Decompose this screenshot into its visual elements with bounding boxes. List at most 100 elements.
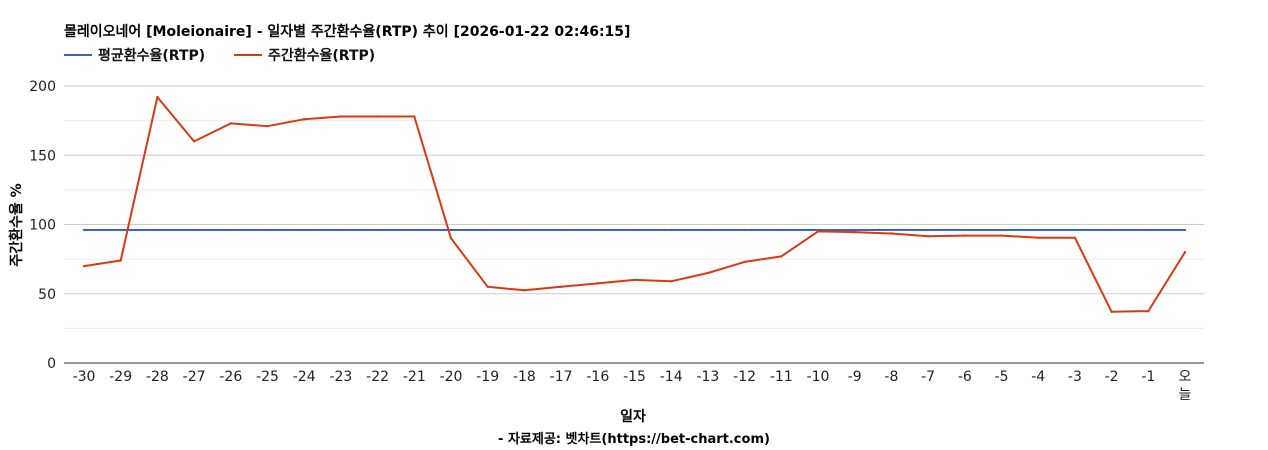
average-rtp-point bbox=[853, 228, 856, 232]
y-tick-label: 0 bbox=[47, 356, 56, 372]
average-rtp-point bbox=[486, 228, 489, 232]
average-rtp-point bbox=[1110, 228, 1113, 232]
weekly-rtp-point bbox=[1183, 251, 1187, 254]
x-tick-label: -25 bbox=[256, 369, 279, 385]
average-rtp-point bbox=[156, 228, 159, 232]
y-tick-label: 150 bbox=[29, 148, 56, 164]
average-rtp-point bbox=[670, 228, 673, 232]
average-rtp-point bbox=[633, 228, 636, 232]
average-rtp-point bbox=[890, 228, 893, 232]
legend-item-weekly-rtp[interactable]: 주간환수율(RTP) bbox=[234, 46, 375, 64]
weekly-rtp-point bbox=[523, 289, 526, 292]
x-tick-label: -10 bbox=[807, 369, 830, 385]
x-tick-label: -24 bbox=[293, 369, 316, 385]
average-rtp-point bbox=[376, 228, 379, 232]
x-tick-label: -28 bbox=[146, 369, 169, 385]
x-tick-label: -26 bbox=[219, 369, 242, 385]
weekly-rtp-point bbox=[963, 234, 966, 237]
x-tick-label: -21 bbox=[403, 369, 426, 385]
weekly-rtp-point bbox=[486, 285, 489, 289]
average-rtp-point bbox=[229, 228, 232, 232]
weekly-rtp-point bbox=[82, 264, 86, 268]
weekly-rtp-point bbox=[1037, 236, 1040, 239]
average-rtp-point bbox=[82, 228, 86, 232]
average-rtp-point bbox=[266, 228, 269, 232]
weekly-rtp-point bbox=[1110, 310, 1113, 313]
chart-title: 몰레이오네어 [Moleionaire] - 일자별 주간환수율(RTP) 추이… bbox=[64, 24, 631, 40]
x-tick-label: -9 bbox=[848, 369, 862, 385]
average-rtp-point bbox=[706, 228, 710, 232]
x-tick-label: -11 bbox=[770, 369, 793, 385]
x-tick-label: -13 bbox=[696, 369, 719, 385]
weekly-rtp-point bbox=[413, 115, 416, 118]
average-rtp-point bbox=[119, 228, 122, 232]
x-tick-label: -7 bbox=[921, 369, 935, 385]
x-tick-label: -3 bbox=[1068, 369, 1082, 385]
weekly-rtp-point bbox=[119, 259, 122, 262]
weekly-rtp-point bbox=[1073, 236, 1077, 239]
weekly-rtp-point bbox=[449, 237, 453, 240]
average-rtp-point bbox=[963, 228, 966, 232]
x-tick-label: -8 bbox=[884, 369, 898, 385]
weekly-rtp-point bbox=[890, 232, 893, 235]
x-axis-label: 일자 bbox=[620, 409, 646, 425]
weekly-rtp-point bbox=[596, 282, 599, 285]
average-rtp-point bbox=[559, 228, 563, 232]
average-rtp-point bbox=[596, 228, 599, 232]
y-axis-label: 주간환수율 % bbox=[9, 183, 25, 267]
x-tick-label: -12 bbox=[733, 369, 756, 385]
average-rtp-point bbox=[1000, 228, 1003, 232]
weekly-rtp-point bbox=[670, 280, 673, 283]
x-tick-label: -27 bbox=[183, 369, 206, 385]
weekly-rtp-point bbox=[743, 260, 746, 264]
weekly-rtp-point bbox=[156, 95, 159, 99]
x-tick-label: -16 bbox=[586, 369, 609, 385]
average-rtp-point bbox=[1037, 228, 1040, 232]
x-tick-label: -18 bbox=[513, 369, 536, 385]
weekly-rtp-point bbox=[229, 122, 232, 125]
average-rtp-point bbox=[303, 228, 306, 232]
x-tick-label: -2 bbox=[1105, 369, 1119, 385]
average-rtp-point bbox=[1073, 228, 1077, 232]
weekly-rtp-point bbox=[559, 285, 563, 289]
weekly-rtp-point bbox=[816, 230, 820, 233]
weekly-rtp-point bbox=[633, 278, 636, 282]
weekly-rtp-point bbox=[1000, 234, 1003, 237]
x-tick-label: -4 bbox=[1031, 369, 1045, 385]
source-credit: - 자료제공: 벳차트(https://bet-chart.com) bbox=[498, 432, 770, 447]
x-tick-label: -29 bbox=[109, 369, 132, 385]
y-tick-label: 50 bbox=[38, 287, 56, 303]
x-tick-label: -6 bbox=[958, 369, 972, 385]
average-rtp-point bbox=[192, 228, 196, 232]
weekly-rtp-point bbox=[192, 140, 196, 143]
average-rtp-point bbox=[1147, 228, 1150, 232]
x-tick-label: -20 bbox=[440, 369, 463, 385]
average-rtp-point bbox=[780, 228, 783, 232]
x-tick-label: -5 bbox=[995, 369, 1009, 385]
average-rtp-point bbox=[339, 228, 343, 232]
weekly-rtp-point bbox=[339, 115, 343, 118]
average-rtp-point bbox=[523, 228, 526, 232]
weekly-rtp-point bbox=[266, 124, 269, 128]
weekly-rtp-point bbox=[706, 271, 710, 275]
average-rtp-point bbox=[413, 228, 416, 232]
y-tick-label: 100 bbox=[29, 218, 56, 234]
legend-item-average-rtp[interactable]: 평균환수율(RTP) bbox=[64, 46, 205, 64]
y-tick-label: 200 bbox=[29, 79, 56, 95]
weekly-rtp-point bbox=[376, 115, 379, 118]
x-tick-label: -1 bbox=[1141, 369, 1155, 385]
x-tick-label: -14 bbox=[660, 369, 683, 385]
average-rtp-point bbox=[926, 228, 930, 232]
weekly-rtp-point bbox=[1147, 309, 1150, 313]
weekly-rtp-point bbox=[853, 230, 856, 234]
x-tick-label: -15 bbox=[623, 369, 646, 385]
x-tick-label: -22 bbox=[366, 369, 389, 385]
weekly-rtp-point bbox=[303, 118, 306, 121]
average-rtp-point bbox=[449, 228, 453, 232]
weekly-rtp-point bbox=[926, 235, 930, 238]
legend-label-weekly: 주간환수율(RTP) bbox=[268, 48, 376, 64]
x-tick-label: -23 bbox=[329, 369, 352, 385]
